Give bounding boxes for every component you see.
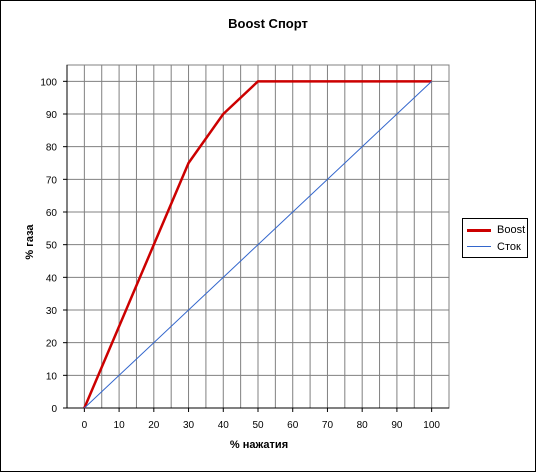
x-tick-label: 0 (82, 420, 88, 431)
y-tick-label: 80 (46, 143, 58, 154)
y-tick-label: 70 (46, 175, 58, 186)
x-tick-label: 80 (357, 420, 369, 431)
grid-lines (66, 64, 450, 409)
axes (63, 65, 449, 412)
y-tick-label: 40 (46, 273, 58, 284)
y-tick-label: 30 (46, 306, 58, 317)
y-tick-label: 90 (46, 110, 58, 121)
legend: Boost Сток (462, 218, 528, 258)
legend-swatch-stock (467, 246, 491, 247)
y-tick-label: 0 (51, 404, 57, 415)
tick-labels: 0 10 20 30 40 50 60 70 80 90 100 0 10 20 30 40 50 60 70 80 9… (40, 77, 440, 431)
series-line-boost (83, 80, 432, 409)
x-tick-label: 100 (423, 420, 440, 431)
series-line-stock (84, 80, 432, 409)
x-tick-label: 60 (287, 420, 299, 431)
legend-item-boost: Boost (467, 223, 525, 237)
x-tick-label: 50 (252, 420, 264, 431)
y-tick-label: 100 (40, 77, 57, 88)
x-tick-label: 10 (114, 420, 126, 431)
x-tick-label: 70 (322, 420, 334, 431)
x-tick-label: 30 (183, 420, 195, 431)
series-lines (83, 80, 432, 409)
x-tick-label: 20 (148, 420, 160, 431)
legend-item-stock: Сток (467, 240, 525, 254)
y-tick-label: 20 (46, 339, 58, 350)
chart-title: Boost Спорт (228, 16, 308, 31)
legend-label-boost: Boost (497, 224, 526, 236)
y-axis-label: % газа (24, 224, 36, 260)
x-tick-label: 40 (218, 420, 230, 431)
x-tick-label: 90 (391, 420, 403, 431)
y-tick-label: 60 (46, 208, 58, 219)
legend-label-stock: Сток (497, 241, 521, 253)
x-axis-label: % нажатия (229, 439, 289, 451)
y-tick-label: 50 (46, 241, 58, 252)
legend-swatch-boost (467, 229, 491, 232)
y-tick-label: 10 (46, 371, 58, 382)
